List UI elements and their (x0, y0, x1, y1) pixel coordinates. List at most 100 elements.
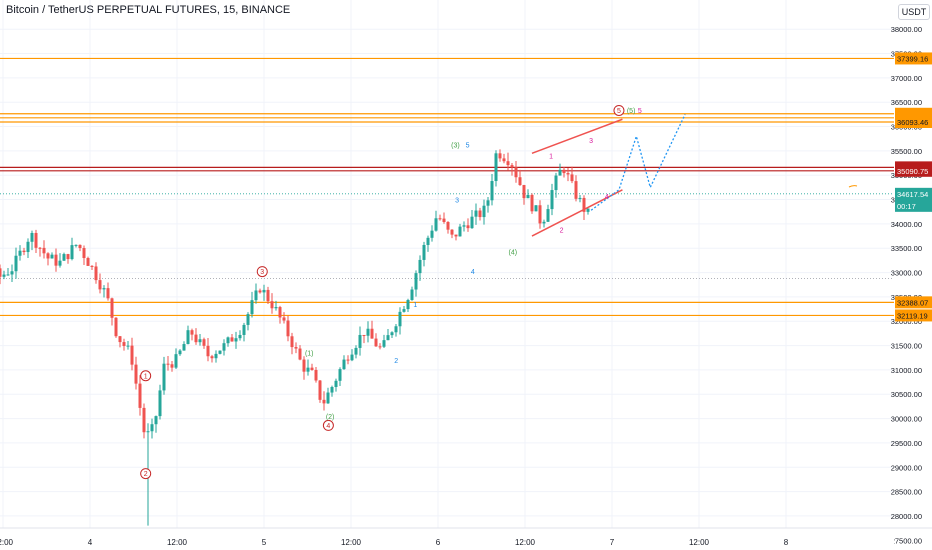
candle-body (530, 194, 534, 212)
candle-body (194, 334, 198, 343)
wave-label: 3 (589, 138, 593, 145)
level-tag (895, 115, 932, 128)
y-tick-label: 29500.00 (891, 439, 922, 448)
candle-body (326, 392, 330, 404)
candle-body (254, 290, 258, 301)
candle-body (74, 244, 78, 246)
candle-body (234, 338, 238, 342)
x-tick-label: 6 (436, 538, 441, 547)
candle-body (398, 311, 402, 327)
candle-body (174, 354, 178, 368)
candle-body (366, 328, 370, 336)
y-tick-label: 38000.00 (891, 25, 922, 34)
candle-body (298, 348, 302, 360)
x-tick-label: 4 (88, 538, 93, 547)
candle-body (446, 222, 450, 230)
wave-label: (2) (326, 414, 335, 421)
level-tag-label: 36093.46 (897, 118, 928, 127)
candle-body (202, 339, 206, 346)
currency-button[interactable]: USDT (898, 4, 930, 20)
candle-body (58, 260, 62, 266)
level-tag (895, 296, 932, 309)
candle-body (154, 416, 158, 425)
candle-body (562, 169, 566, 174)
countdown-label: 00:17 (897, 202, 916, 211)
candle-body (98, 280, 102, 290)
candle-body (414, 273, 418, 290)
candle-body (78, 244, 82, 249)
level-tag (895, 52, 932, 65)
candle-body (426, 237, 430, 245)
y-tick-label: 34000.00 (891, 220, 922, 229)
candle-body (46, 253, 50, 259)
candle-body (390, 332, 394, 336)
time-axis: 12:00 4 12:00 5 12:00 6 12:00 7 12:00 8 (0, 527, 932, 550)
candle-body (482, 205, 486, 218)
last-price-label: 34617.54 (897, 190, 928, 199)
wave-label: 2 (394, 358, 398, 365)
wave-label: 4 (326, 423, 330, 430)
candle-body (6, 274, 10, 276)
candle-body (350, 354, 354, 361)
candle-body (90, 265, 94, 267)
candle-body (66, 254, 70, 260)
candle-body (302, 359, 306, 372)
candle-body (514, 167, 518, 178)
candle-body (150, 424, 154, 432)
candle-body (0, 268, 2, 277)
candle-body (86, 258, 90, 266)
x-tick-label: 12:00 (167, 538, 188, 547)
candle-body (118, 336, 122, 343)
candle-body (106, 288, 110, 299)
candle-body (394, 326, 398, 333)
candle-body (222, 343, 226, 351)
candle-body (402, 309, 406, 312)
x-tick-label: 12:00 (689, 538, 710, 547)
chart-title: Bitcoin / TetherUS PERPETUAL FUTURES, 15… (6, 4, 291, 16)
candle-body (274, 307, 278, 309)
candle-body (578, 197, 582, 199)
level-tag-label: 32388.07 (897, 298, 928, 307)
candle-body (510, 165, 514, 168)
candle-body (166, 363, 170, 365)
wave-circle (140, 468, 152, 480)
candle-body (306, 367, 310, 372)
candle-body (430, 230, 434, 238)
candle-body (258, 290, 262, 293)
wave-label: (4) (509, 250, 518, 257)
candle-body (586, 208, 590, 212)
candle-body (270, 301, 274, 309)
candle-body (294, 347, 298, 349)
candle-body (474, 210, 478, 217)
candle-body (198, 339, 202, 343)
candle-body (206, 345, 210, 357)
candle-body (62, 254, 66, 261)
wave-label: 1 (144, 373, 148, 380)
y-tick-label: 29000.00 (891, 463, 922, 472)
candle-body (418, 259, 422, 274)
wave-label: 1 (413, 302, 417, 309)
wave-label: 2 (560, 227, 564, 234)
candle-body (10, 271, 14, 275)
candle-body (286, 320, 290, 337)
x-tick-label: 7 (610, 538, 615, 547)
candle-body (230, 337, 234, 342)
candle-body (134, 364, 138, 384)
candle-body (282, 317, 286, 321)
y-tick-label: 30000.00 (891, 415, 922, 424)
wave-label: 1 (549, 153, 553, 160)
candle-body (266, 289, 270, 302)
candle-body (354, 347, 358, 355)
candle-body (226, 337, 230, 344)
candle-body (410, 289, 414, 300)
grid (0, 0, 894, 541)
candle-body (506, 161, 510, 166)
candle-body (338, 369, 342, 381)
candle-body (138, 383, 142, 408)
x-tick-label: 12:00 (515, 538, 536, 547)
candle-body (450, 229, 454, 235)
triangle-upper-line (531, 118, 623, 155)
candle-body (158, 390, 162, 417)
level-tag-label: 37399.16 (897, 54, 928, 63)
